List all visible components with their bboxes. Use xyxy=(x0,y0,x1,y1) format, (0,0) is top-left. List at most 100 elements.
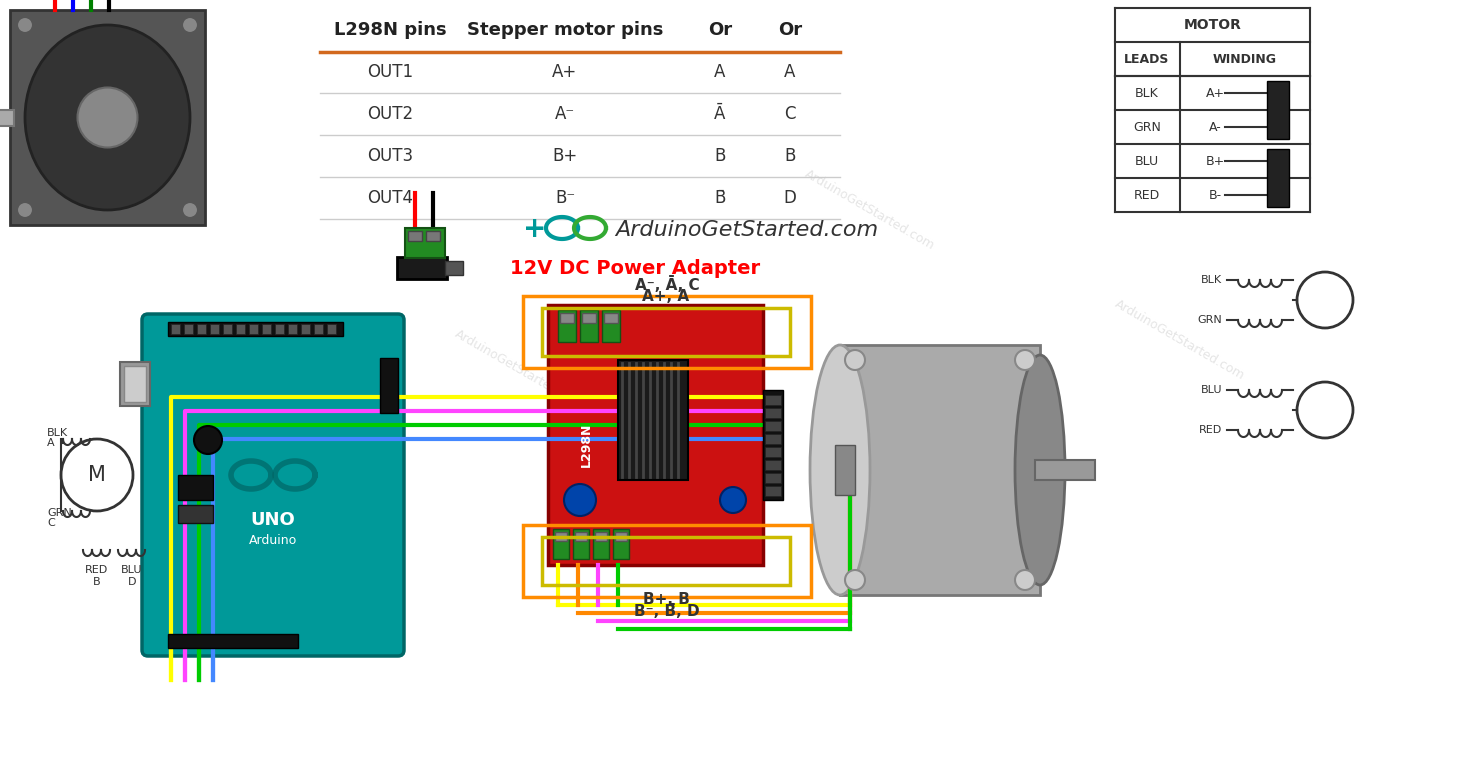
Circle shape xyxy=(182,17,198,33)
Bar xyxy=(210,324,219,334)
Text: D: D xyxy=(783,189,796,207)
Text: ArduinoGetStarted.com: ArduinoGetStarted.com xyxy=(453,328,588,413)
Bar xyxy=(602,310,620,342)
Circle shape xyxy=(845,570,864,590)
Text: LEADS: LEADS xyxy=(1125,53,1169,66)
Text: OUT2: OUT2 xyxy=(367,105,413,123)
Circle shape xyxy=(182,202,198,218)
Text: Stepper motor pins: Stepper motor pins xyxy=(466,21,663,39)
Ellipse shape xyxy=(25,25,189,210)
Bar xyxy=(172,324,181,334)
Text: MOTOR: MOTOR xyxy=(1184,18,1242,32)
Text: 12V DC Power Adapter: 12V DC Power Adapter xyxy=(511,258,761,277)
Bar xyxy=(197,324,206,334)
Text: WINDING: WINDING xyxy=(1214,53,1277,66)
Text: A+, A: A+, A xyxy=(642,289,690,303)
Text: A+: A+ xyxy=(552,63,577,81)
Ellipse shape xyxy=(1015,355,1066,585)
Bar xyxy=(397,257,447,279)
Circle shape xyxy=(16,202,33,218)
Bar xyxy=(765,460,781,470)
Text: B+, B: B+, B xyxy=(642,591,690,607)
Text: GRN: GRN xyxy=(1134,121,1160,134)
Bar xyxy=(249,324,258,334)
Bar xyxy=(765,447,781,457)
Text: RED: RED xyxy=(86,565,108,575)
Text: B+: B+ xyxy=(1205,154,1224,167)
FancyBboxPatch shape xyxy=(142,314,404,656)
Bar xyxy=(835,445,855,495)
Bar xyxy=(178,505,213,523)
Text: ArduinoGetStarted.com: ArduinoGetStarted.com xyxy=(1113,297,1248,383)
Bar xyxy=(765,473,781,483)
Bar xyxy=(841,345,1040,595)
Bar xyxy=(275,324,284,334)
Text: RED: RED xyxy=(1199,425,1222,435)
Bar xyxy=(593,529,608,559)
Text: A: A xyxy=(715,63,725,81)
Ellipse shape xyxy=(719,487,746,513)
Bar xyxy=(235,324,246,334)
Bar xyxy=(582,313,596,323)
Text: M: M xyxy=(89,465,107,485)
Bar xyxy=(765,395,781,405)
Text: A-: A- xyxy=(1209,121,1221,134)
Text: GRN: GRN xyxy=(47,508,71,518)
Bar xyxy=(223,324,232,334)
Text: A⁻: A⁻ xyxy=(555,105,576,123)
Text: C: C xyxy=(47,518,55,528)
Bar xyxy=(300,324,309,334)
Bar xyxy=(120,362,149,406)
Bar xyxy=(178,475,213,500)
Bar xyxy=(765,408,781,418)
Text: +: + xyxy=(524,215,546,243)
Bar xyxy=(1035,460,1095,480)
Bar xyxy=(426,231,440,241)
Bar xyxy=(406,228,445,258)
Text: A⁻, Ā, C: A⁻, Ā, C xyxy=(635,276,700,293)
Bar xyxy=(542,308,790,356)
Text: BLK: BLK xyxy=(47,428,68,438)
Text: ArduinoGetStarted.com: ArduinoGetStarted.com xyxy=(802,167,937,253)
Text: ArduinoGetStarted.com: ArduinoGetStarted.com xyxy=(616,220,878,240)
Bar xyxy=(0,109,13,125)
Text: B̄: B̄ xyxy=(715,189,725,207)
Circle shape xyxy=(845,350,864,370)
Bar xyxy=(169,322,343,336)
Text: ArduinoGetStarted.com: ArduinoGetStarted.com xyxy=(133,377,268,462)
Text: B: B xyxy=(784,147,796,165)
Text: GRN: GRN xyxy=(1197,315,1222,325)
Text: L298N: L298N xyxy=(580,422,592,468)
Text: BLK: BLK xyxy=(1200,275,1222,285)
Bar xyxy=(765,421,781,431)
Bar xyxy=(124,366,147,402)
Text: B+: B+ xyxy=(552,147,577,165)
Text: UNO: UNO xyxy=(250,511,296,529)
Text: BLU: BLU xyxy=(1200,385,1222,395)
Bar xyxy=(613,529,629,559)
Circle shape xyxy=(16,17,33,33)
Text: Or: Or xyxy=(778,21,802,39)
Text: B-: B- xyxy=(1209,189,1221,202)
Text: BLU: BLU xyxy=(1135,154,1159,167)
Bar xyxy=(765,486,781,496)
Text: L298N pins: L298N pins xyxy=(333,21,447,39)
Text: OUT4: OUT4 xyxy=(367,189,413,207)
Bar xyxy=(169,634,297,648)
Circle shape xyxy=(1015,570,1035,590)
Text: D: D xyxy=(127,577,136,587)
Bar xyxy=(522,296,811,368)
Bar xyxy=(765,434,781,444)
Text: RED: RED xyxy=(1134,189,1160,202)
Bar xyxy=(559,313,574,323)
Bar xyxy=(542,537,790,585)
Bar xyxy=(555,532,567,541)
Bar xyxy=(408,231,422,241)
Text: B: B xyxy=(715,147,725,165)
Bar xyxy=(184,324,192,334)
Bar xyxy=(558,310,576,342)
Bar xyxy=(576,532,588,541)
Text: BLU: BLU xyxy=(121,565,142,575)
Ellipse shape xyxy=(810,345,870,595)
Bar xyxy=(595,532,607,541)
